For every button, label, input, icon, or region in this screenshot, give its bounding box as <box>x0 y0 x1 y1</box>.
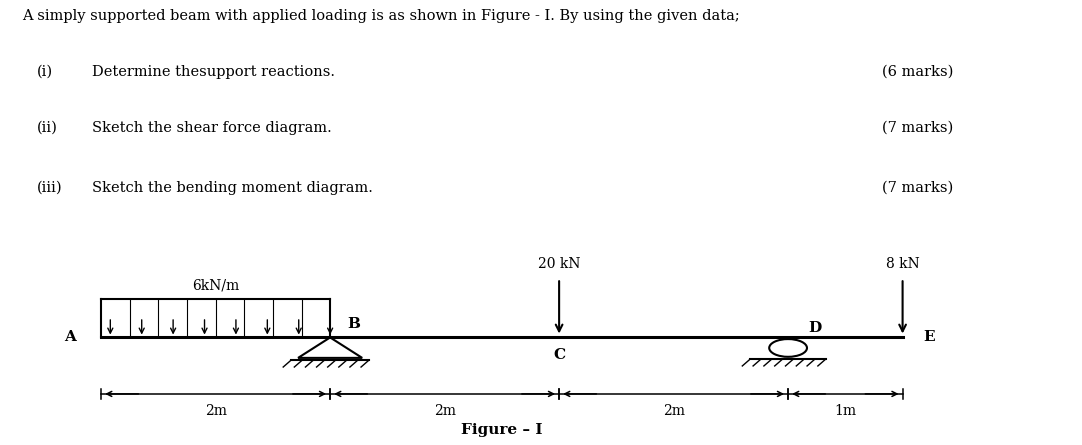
Text: 2m: 2m <box>204 404 226 417</box>
Text: Sketch the shear force diagram.: Sketch the shear force diagram. <box>92 121 332 135</box>
Text: (6 marks): (6 marks) <box>882 65 953 79</box>
Text: D: D <box>808 321 822 335</box>
Text: (7 marks): (7 marks) <box>882 121 953 135</box>
Text: (7 marks): (7 marks) <box>882 181 953 195</box>
Text: (ii): (ii) <box>37 121 57 135</box>
Text: 2m: 2m <box>662 404 685 417</box>
Text: B: B <box>347 317 360 331</box>
Text: 8 kN: 8 kN <box>886 257 920 271</box>
Text: 1m: 1m <box>834 404 857 417</box>
Text: A simply supported beam with applied loading is as shown in Figure - I. By using: A simply supported beam with applied loa… <box>22 9 739 23</box>
Text: E: E <box>923 331 935 344</box>
Text: A: A <box>64 331 76 344</box>
Text: 2m: 2m <box>434 404 456 417</box>
Text: Sketch the bending moment diagram.: Sketch the bending moment diagram. <box>92 181 373 195</box>
Text: (iii): (iii) <box>37 181 63 195</box>
Text: (i): (i) <box>37 65 53 79</box>
Text: Determine thesupport reactions.: Determine thesupport reactions. <box>92 65 335 79</box>
Text: 6kN/m: 6kN/m <box>192 278 239 292</box>
Text: C: C <box>553 348 565 362</box>
Text: 20 kN: 20 kN <box>538 257 580 271</box>
Text: Figure – I: Figure – I <box>461 423 542 437</box>
